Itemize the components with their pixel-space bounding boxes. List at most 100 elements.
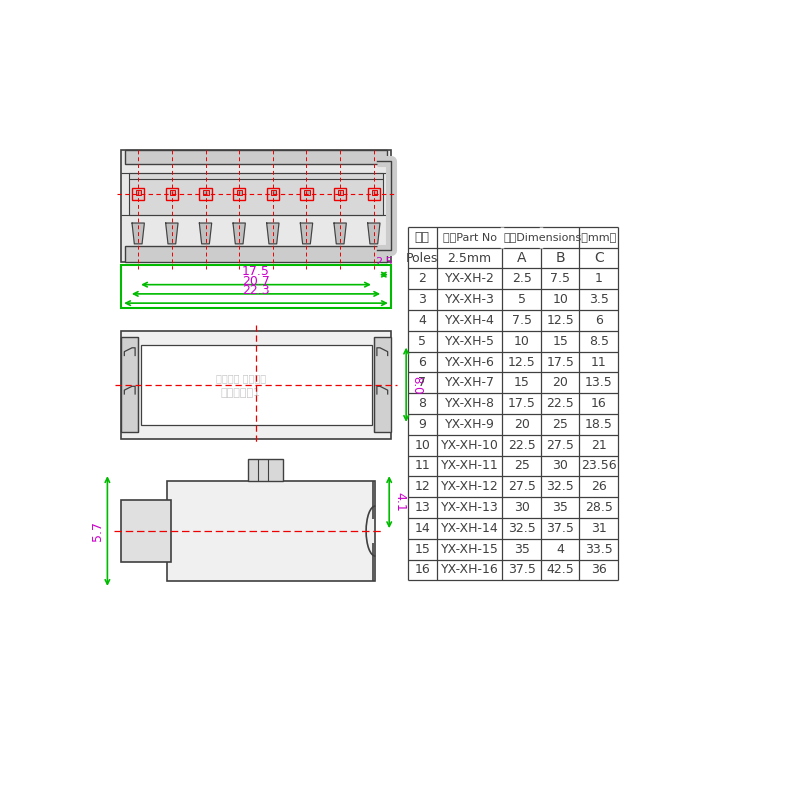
Text: 4.1: 4.1 — [393, 492, 406, 512]
Text: 12.5: 12.5 — [546, 314, 574, 327]
Text: 2.5: 2.5 — [512, 272, 531, 286]
Bar — [129, 173, 383, 215]
Bar — [374, 337, 390, 433]
Text: 26: 26 — [590, 480, 606, 494]
Text: 实物拍摄 盗图心究: 实物拍摄 盗图心究 — [215, 374, 266, 383]
Text: 36: 36 — [590, 563, 606, 577]
Bar — [141, 345, 371, 425]
Text: 4: 4 — [556, 542, 564, 556]
Text: 6: 6 — [418, 355, 426, 369]
Text: 2: 2 — [418, 272, 426, 286]
Text: C: C — [594, 251, 603, 265]
Bar — [125, 246, 387, 262]
Text: 线数: 线数 — [415, 230, 430, 244]
Bar — [122, 266, 390, 308]
Text: 12: 12 — [414, 480, 430, 494]
Bar — [122, 331, 390, 438]
Text: 3.5: 3.5 — [589, 293, 609, 306]
Text: 35: 35 — [514, 542, 530, 556]
Text: YX-XH-5: YX-XH-5 — [445, 334, 494, 348]
Text: 10: 10 — [552, 293, 568, 306]
Bar — [132, 188, 144, 200]
Text: 32.5: 32.5 — [546, 480, 574, 494]
Text: 22.5: 22.5 — [546, 397, 574, 410]
Text: 17.5: 17.5 — [546, 355, 574, 369]
Text: 22.5: 22.5 — [508, 438, 535, 452]
Text: 14: 14 — [414, 522, 430, 535]
Text: 7: 7 — [418, 376, 426, 390]
Text: YX-XH-11: YX-XH-11 — [441, 459, 498, 473]
Text: 2.5mm: 2.5mm — [448, 251, 492, 265]
Text: 21: 21 — [590, 438, 606, 452]
Text: 25: 25 — [552, 418, 568, 431]
Bar — [248, 459, 283, 481]
Text: 35: 35 — [552, 501, 568, 514]
Text: 5: 5 — [518, 293, 526, 306]
Text: 32.5: 32.5 — [508, 522, 535, 535]
Polygon shape — [368, 223, 380, 244]
Polygon shape — [334, 223, 346, 244]
Text: 27.5: 27.5 — [508, 480, 535, 494]
Text: 10: 10 — [514, 334, 530, 348]
Text: 12.5: 12.5 — [508, 355, 535, 369]
Bar — [136, 190, 142, 195]
Text: YX-XH-3: YX-XH-3 — [445, 293, 494, 306]
Text: 37.5: 37.5 — [546, 522, 574, 535]
Text: A: A — [517, 251, 526, 265]
Text: 28.5: 28.5 — [585, 501, 613, 514]
Text: 3: 3 — [418, 293, 426, 306]
Bar — [334, 188, 346, 200]
Polygon shape — [233, 223, 246, 244]
Text: 33.5: 33.5 — [585, 542, 613, 556]
Bar — [166, 188, 178, 200]
Text: YX-XH-8: YX-XH-8 — [445, 397, 494, 410]
Bar — [125, 150, 387, 164]
Text: 2.5: 2.5 — [375, 257, 393, 267]
Text: YX-XH-13: YX-XH-13 — [441, 501, 498, 514]
Text: 6: 6 — [594, 314, 602, 327]
Text: 16: 16 — [414, 563, 430, 577]
Text: 11: 11 — [414, 459, 430, 473]
Bar — [167, 481, 375, 581]
Text: 15: 15 — [414, 542, 430, 556]
Text: 31: 31 — [590, 522, 606, 535]
Text: 15: 15 — [514, 376, 530, 390]
Text: 尺寸Dimensions（mm）: 尺寸Dimensions（mm） — [503, 232, 617, 242]
Text: 13.5: 13.5 — [585, 376, 613, 390]
Bar — [170, 190, 175, 195]
Bar — [122, 150, 390, 262]
Text: 25: 25 — [514, 459, 530, 473]
Bar — [300, 188, 313, 200]
Text: 5: 5 — [418, 334, 426, 348]
Text: 20.7: 20.7 — [242, 274, 270, 288]
Text: 23.56: 23.56 — [581, 459, 617, 473]
Bar — [122, 500, 171, 562]
Polygon shape — [166, 223, 178, 244]
Text: 17.5: 17.5 — [508, 397, 535, 410]
Text: YX-XH-14: YX-XH-14 — [441, 522, 498, 535]
Text: 22.3: 22.3 — [242, 284, 270, 297]
Text: 15: 15 — [552, 334, 568, 348]
Polygon shape — [199, 223, 212, 244]
Bar — [371, 190, 377, 195]
Bar — [266, 188, 279, 200]
Text: YX-XH-7: YX-XH-7 — [445, 376, 494, 390]
Text: 17.5: 17.5 — [242, 266, 270, 278]
Text: 型号Part No: 型号Part No — [442, 232, 497, 242]
Text: YX-XH-16: YX-XH-16 — [441, 563, 498, 577]
Polygon shape — [300, 223, 313, 244]
Text: YX-XH-2: YX-XH-2 — [445, 272, 494, 286]
Text: 18.5: 18.5 — [585, 418, 613, 431]
Text: 37.5: 37.5 — [508, 563, 535, 577]
Text: YX-XH-15: YX-XH-15 — [441, 542, 498, 556]
Text: YX-XH-6: YX-XH-6 — [445, 355, 494, 369]
Bar — [338, 190, 343, 195]
Text: 11: 11 — [590, 355, 606, 369]
Text: 4: 4 — [418, 314, 426, 327]
Text: 30: 30 — [552, 459, 568, 473]
Text: 42.5: 42.5 — [546, 563, 574, 577]
Text: 8.0: 8.0 — [410, 375, 423, 394]
Text: 8: 8 — [418, 397, 426, 410]
Text: 10: 10 — [414, 438, 430, 452]
Text: B: B — [555, 251, 565, 265]
